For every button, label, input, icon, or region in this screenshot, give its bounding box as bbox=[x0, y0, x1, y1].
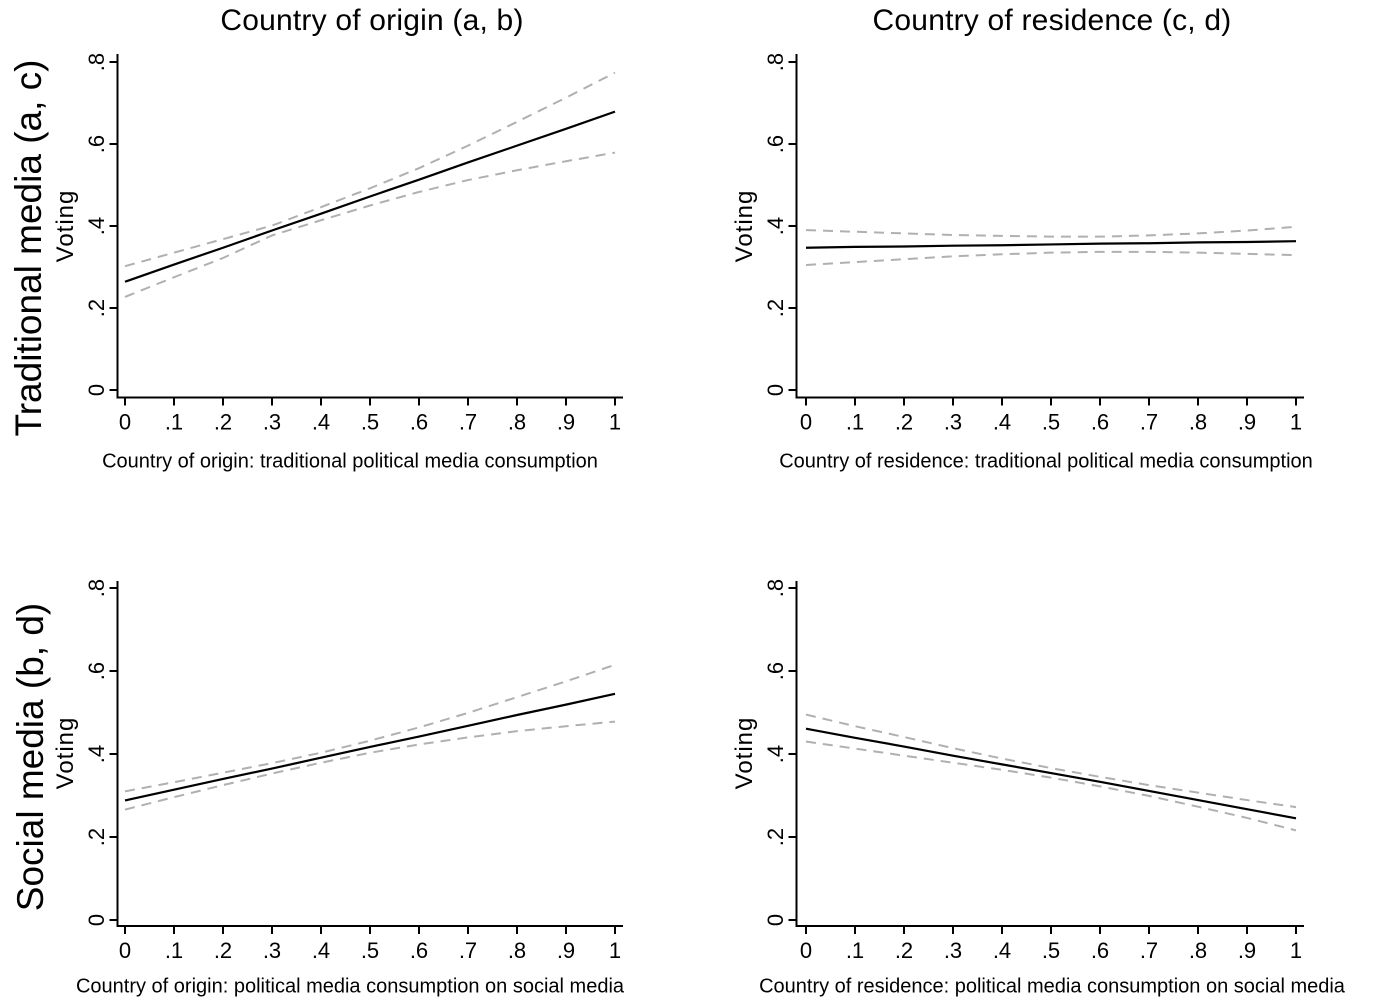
x-axis-title-origin-social: Country of origin: political media consu… bbox=[75, 975, 625, 998]
origin-traditional-ci-lower-line bbox=[124, 151, 616, 298]
origin-social-x-tick-label: .9 bbox=[557, 938, 575, 963]
x-axis-title-residence-social: Country of residence: political media co… bbox=[759, 975, 1345, 998]
residence-traditional-x-tick-label: .2 bbox=[895, 410, 913, 435]
y-axis-title-origin-social: Voting bbox=[52, 716, 79, 790]
origin-social-y-tick-label: 0 bbox=[84, 914, 109, 926]
origin-social-x-tick-label: 1 bbox=[609, 938, 621, 963]
residence-traditional-x-tick-label: .9 bbox=[1238, 410, 1256, 435]
residence-social-x-tick-label: .7 bbox=[1140, 938, 1158, 963]
residence-traditional-prediction-line bbox=[805, 240, 1297, 249]
residence-traditional-x-tick-label: .5 bbox=[1042, 410, 1060, 435]
origin-social-ci-upper-line bbox=[124, 663, 616, 793]
origin-social-x-tick-label: .6 bbox=[410, 938, 428, 963]
origin-social-x-tick-label: .2 bbox=[214, 938, 232, 963]
residence-social-x-tick-label: .8 bbox=[1189, 938, 1207, 963]
residence-social-x-tick-label: .1 bbox=[846, 938, 864, 963]
x-axis-title-origin-traditional: Country of origin: traditional political… bbox=[102, 450, 598, 473]
origin-social-x-tick-label: .5 bbox=[361, 938, 379, 963]
x-axis-title-residence-traditional: Country of residence: traditional politi… bbox=[779, 450, 1313, 473]
column-title-residence: Country of residence (c, d) bbox=[872, 4, 1232, 37]
origin-traditional-x-tick-label: .8 bbox=[508, 410, 526, 435]
residence-social-x-tick-label: 0 bbox=[800, 938, 812, 963]
origin-traditional-x-tick-label: .6 bbox=[410, 410, 428, 435]
residence-traditional-x-tick-label: .7 bbox=[1140, 410, 1158, 435]
origin-traditional-x-tick-label: .4 bbox=[312, 410, 330, 435]
origin-traditional-y-tick-label: .4 bbox=[84, 217, 109, 235]
residence-traditional-y-tick-label: .6 bbox=[763, 135, 788, 153]
residence-traditional-x-tick-label: .1 bbox=[846, 410, 864, 435]
residence-traditional-ci-upper-line bbox=[805, 225, 1297, 238]
origin-social-ci-lower-line bbox=[124, 720, 616, 811]
residence-social-y-tick-label: 0 bbox=[763, 914, 788, 926]
residence-social-prediction-line bbox=[805, 727, 1297, 820]
residence-social-x-tick-label: .5 bbox=[1042, 938, 1060, 963]
residence-traditional-y-tick-label: .2 bbox=[763, 299, 788, 317]
origin-traditional-ci-upper-line bbox=[124, 71, 616, 268]
origin-social-x-tick-label: .8 bbox=[508, 938, 526, 963]
y-axis-title-residence-social: Voting bbox=[731, 716, 758, 790]
origin-traditional-x-tick-label: 1 bbox=[609, 410, 621, 435]
residence-social-y-tick-label: .8 bbox=[763, 579, 788, 597]
origin-social-y-tick-label: .2 bbox=[84, 828, 109, 846]
origin-social-x-tick-label: .3 bbox=[263, 938, 281, 963]
residence-social-y-tick-label: .6 bbox=[763, 662, 788, 680]
origin-social-x-tick-label: .7 bbox=[459, 938, 477, 963]
y-axis-title-origin-traditional: Voting bbox=[52, 189, 79, 263]
residence-social-x-tick-label: .4 bbox=[993, 938, 1011, 963]
residence-social-x-tick-label: .3 bbox=[944, 938, 962, 963]
origin-social-x-tick-label: .4 bbox=[312, 938, 330, 963]
origin-traditional-y-tick-label: .8 bbox=[84, 53, 109, 71]
residence-traditional-y-tick-label: .4 bbox=[763, 217, 788, 235]
residence-traditional-x-tick-label: .6 bbox=[1091, 410, 1109, 435]
origin-traditional-y-tick-label: .6 bbox=[84, 135, 109, 153]
residence-traditional-y-tick-label: .8 bbox=[763, 53, 788, 71]
residence-traditional-x-tick-label: 0 bbox=[800, 410, 812, 435]
column-title-origin: Country of origin (a, b) bbox=[220, 4, 524, 37]
origin-traditional-x-tick-label: .3 bbox=[263, 410, 281, 435]
origin-traditional-x-tick-label: .9 bbox=[557, 410, 575, 435]
residence-social-x-tick-label: .2 bbox=[895, 938, 913, 963]
residence-traditional-x-tick-label: .4 bbox=[993, 410, 1011, 435]
origin-social-y-tick-label: .6 bbox=[84, 662, 109, 680]
residence-traditional-x-tick-label: .3 bbox=[944, 410, 962, 435]
residence-social-ci-lower-line bbox=[805, 740, 1297, 832]
residence-traditional-x-tick-label: 1 bbox=[1290, 410, 1302, 435]
origin-social-x-tick-label: .1 bbox=[165, 938, 183, 963]
residence-traditional-y-tick-label: 0 bbox=[763, 384, 788, 396]
residence-social-ci-upper-line bbox=[805, 713, 1297, 809]
residence-social-x-tick-label: .9 bbox=[1238, 938, 1256, 963]
row-label-social-media: Social media (b, d) bbox=[10, 602, 51, 912]
origin-social-x-tick-label: 0 bbox=[119, 938, 131, 963]
residence-social-y-tick-label: .2 bbox=[763, 828, 788, 846]
origin-traditional-x-tick-label: .7 bbox=[459, 410, 477, 435]
origin-traditional-x-tick-label: 0 bbox=[119, 410, 131, 435]
residence-social-x-tick-label: 1 bbox=[1290, 938, 1302, 963]
origin-social-prediction-line bbox=[124, 692, 616, 802]
origin-social-y-tick-label: .4 bbox=[84, 745, 109, 763]
residence-social-y-tick-label: .4 bbox=[763, 745, 788, 763]
residence-traditional-x-tick-label: .8 bbox=[1189, 410, 1207, 435]
origin-traditional-y-tick-label: .2 bbox=[84, 299, 109, 317]
origin-traditional-x-tick-label: .2 bbox=[214, 410, 232, 435]
residence-social-x-tick-label: .6 bbox=[1091, 938, 1109, 963]
row-label-traditional-media: Traditional media (a, c) bbox=[8, 59, 49, 437]
origin-social-y-tick-label: .8 bbox=[84, 579, 109, 597]
origin-traditional-y-tick-label: 0 bbox=[84, 384, 109, 396]
origin-traditional-x-tick-label: .5 bbox=[361, 410, 379, 435]
residence-traditional-ci-lower-line bbox=[805, 250, 1297, 266]
y-axis-title-residence-traditional: Voting bbox=[731, 189, 758, 263]
origin-traditional-prediction-line bbox=[124, 110, 616, 283]
origin-traditional-x-tick-label: .1 bbox=[165, 410, 183, 435]
